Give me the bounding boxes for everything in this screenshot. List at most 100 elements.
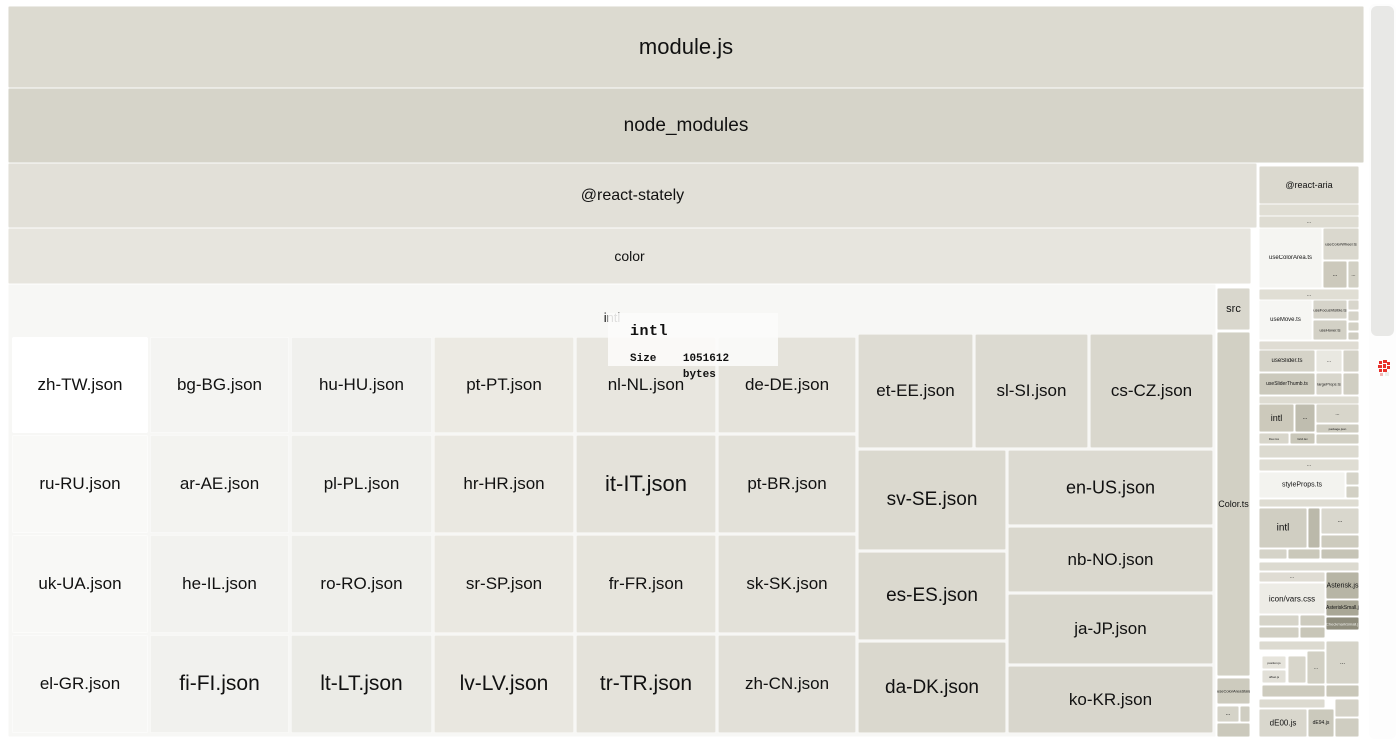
treemap-node-react-stately[interactable]: @react-stately xyxy=(8,163,1257,228)
treemap-leaf-ru-ru[interactable]: ru-RU.json xyxy=(12,435,148,533)
treemap-leaf-aria-group-sep-2[interactable] xyxy=(1259,341,1359,350)
treemap-leaf-ko-kr[interactable]: ko-KR.json xyxy=(1008,666,1213,733)
treemap-leaf-aria-misc-1[interactable]: ... xyxy=(1323,261,1347,288)
treemap-leaf-nb-no[interactable]: nb-NO.json xyxy=(1008,527,1213,592)
treemap-leaf-aria-panel-3[interactable]: ... xyxy=(1321,508,1359,534)
treemap-leaf-aria-intl-2-inner[interactable] xyxy=(1308,508,1320,548)
treemap-leaf-aria-panel-4[interactable] xyxy=(1321,535,1359,548)
alert-marker-icon[interactable] xyxy=(1377,359,1393,378)
treemap-leaf-aria-misc-14[interactable] xyxy=(1321,549,1359,559)
vertical-scrollbar-thumb[interactable] xyxy=(1371,6,1394,336)
treemap-leaf-da-dk[interactable]: da-DK.json xyxy=(858,642,1006,733)
treemap-leaf-zh-cn[interactable]: zh-CN.json xyxy=(718,635,856,733)
treemap-leaf-pt-pt[interactable]: pt-PT.json xyxy=(434,337,574,433)
treemap-leaf-asterisk-js[interactable]: Asterisk.js xyxy=(1326,572,1359,599)
treemap-leaf-aria-intl-2[interactable]: intl xyxy=(1259,508,1307,548)
treemap-leaf-use-focus-visible[interactable]: useFocusVisible.ts xyxy=(1313,300,1347,319)
treemap-leaf-use-color-area-state[interactable]: useColorAreaState.ts xyxy=(1217,678,1250,704)
treemap-node-src[interactable]: src xyxy=(1217,288,1250,330)
treemap-leaf-aria-misc-12[interactable] xyxy=(1259,549,1287,559)
treemap-node-node-modules[interactable]: node_modules xyxy=(8,88,1364,163)
treemap-leaf-use-hover[interactable]: useHover.ts xyxy=(1313,320,1347,340)
treemap-leaf-grid-tsx[interactable]: Grid.tsx xyxy=(1290,433,1315,444)
treemap-node-react-aria-sub[interactable] xyxy=(1259,204,1359,216)
treemap-leaf-aria-intl-1[interactable]: intl xyxy=(1259,404,1294,432)
treemap-leaf-aria-misc-4[interactable] xyxy=(1348,311,1359,321)
treemap-node-react-aria-sub2[interactable]: ... xyxy=(1259,216,1359,228)
treemap-leaf-aria-group-sep-6[interactable] xyxy=(1259,499,1359,507)
treemap-leaf-use-slider[interactable]: useSlider.ts xyxy=(1259,350,1315,372)
treemap-leaf-aria-group-sep-1[interactable]: ... xyxy=(1259,289,1359,300)
treemap-leaf-hr-hr[interactable]: hr-HR.json xyxy=(434,435,574,533)
treemap-leaf-lv-lv[interactable]: lv-LV.json xyxy=(434,635,574,733)
treemap-leaf-aria-panel-1[interactable]: ... xyxy=(1316,350,1342,372)
treemap-leaf-package-json[interactable]: package.json xyxy=(1316,424,1359,433)
treemap-leaf-fi-fi[interactable]: fi-FI.json xyxy=(150,635,289,733)
treemap-leaf-use-color-wheel[interactable]: useColorWheel.ts xyxy=(1323,228,1359,260)
treemap-leaf-lower-misc-4[interactable] xyxy=(1262,685,1325,697)
treemap-leaf-de-group-hdr[interactable] xyxy=(1259,699,1325,708)
treemap-leaf-pl-pl[interactable]: pl-PL.json xyxy=(291,435,432,533)
treemap-leaf-ja-jp[interactable]: ja-JP.json xyxy=(1008,594,1213,664)
treemap-leaf-lower-group-hdr[interactable] xyxy=(1259,641,1325,650)
treemap-leaf-ar-ae[interactable]: ar-AE.json xyxy=(150,435,289,533)
treemap-leaf-icon-group-sub[interactable]: ... xyxy=(1259,572,1325,582)
treemap-leaf-cs-cz[interactable]: cs-CZ.json xyxy=(1090,334,1213,448)
treemap-leaf-uk-ua[interactable]: uk-UA.json xyxy=(12,535,148,633)
treemap-leaf-lower-misc-2[interactable]: ... xyxy=(1307,651,1325,684)
treemap-leaf-aria-misc-13[interactable] xyxy=(1288,549,1320,559)
treemap-leaf-nl-nl[interactable]: nl-NL.json xyxy=(576,337,716,433)
treemap-leaf-sl-si[interactable]: sl-SI.json xyxy=(975,334,1088,448)
treemap-leaf-position-js[interactable]: position.js xyxy=(1262,656,1286,669)
treemap-leaf-aria-misc-8[interactable] xyxy=(1343,373,1359,395)
treemap-leaf-icon-misc-4[interactable] xyxy=(1300,627,1325,638)
treemap-leaf-ro-ro[interactable]: ro-RO.json xyxy=(291,535,432,633)
treemap-leaf-src-misc-1[interactable]: ... xyxy=(1217,706,1239,722)
treemap-leaf-de-misc-1[interactable] xyxy=(1335,699,1359,717)
treemap-node-color[interactable]: color xyxy=(8,228,1251,284)
treemap-leaf-aria-misc-5[interactable] xyxy=(1348,322,1359,331)
treemap-leaf-sv-se[interactable]: sv-SE.json xyxy=(858,450,1006,550)
treemap-leaf-checkmark-small-js[interactable]: CheckmarkSmall.js xyxy=(1326,617,1359,630)
treemap-leaf-offset-js[interactable]: offset.js xyxy=(1262,670,1286,683)
treemap-leaf-aria-misc-10[interactable] xyxy=(1346,472,1359,485)
treemap-leaf-en-us[interactable]: en-US.json xyxy=(1008,450,1213,525)
treemap-leaf-aria-misc-2[interactable]: ... xyxy=(1348,261,1359,288)
treemap-leaf-lower-misc-1[interactable] xyxy=(1288,656,1306,683)
treemap-leaf-fr-fr[interactable]: fr-FR.json xyxy=(576,535,716,633)
treemap-leaf-de94-js[interactable]: dE94.js xyxy=(1308,709,1334,737)
treemap-leaf-lower-misc-5[interactable] xyxy=(1326,685,1359,697)
treemap-leaf-lower-misc-3[interactable]: ... xyxy=(1326,641,1359,684)
treemap-leaf-de-de[interactable]: de-DE.json xyxy=(718,337,856,433)
treemap-node-module-js[interactable]: module.js xyxy=(8,6,1364,88)
treemap-leaf-lt-lt[interactable]: lt-LT.json xyxy=(291,635,432,733)
treemap-leaf-style-props[interactable]: styleProps.ts xyxy=(1259,472,1345,498)
treemap-leaf-icon-group-hdr[interactable] xyxy=(1259,562,1359,571)
treemap-leaf-aria-misc-3[interactable] xyxy=(1348,300,1359,310)
treemap-leaf-sk-sk[interactable]: sk-SK.json xyxy=(718,535,856,633)
treemap-leaf-use-move[interactable]: useMove.ts xyxy=(1259,300,1312,340)
treemap-leaf-aria-misc-6[interactable] xyxy=(1348,332,1359,340)
treemap-leaf-aria-group-sep-5[interactable]: ... xyxy=(1259,459,1359,471)
treemap-leaf-aria-panel-2[interactable]: ... xyxy=(1316,404,1359,423)
treemap-leaf-tr-tr[interactable]: tr-TR.json xyxy=(576,635,716,733)
treemap-leaf-large-props[interactable]: largeProps.ts xyxy=(1316,373,1342,395)
treemap-node-react-aria[interactable]: @react-aria xyxy=(1259,166,1359,204)
treemap-leaf-asterisk-small-js[interactable]: AsteriskSmall.js xyxy=(1326,600,1359,616)
treemap-leaf-es-es[interactable]: es-ES.json xyxy=(858,552,1006,640)
treemap-leaf-src-misc-2[interactable] xyxy=(1240,706,1250,722)
treemap-leaf-sr-sp[interactable]: sr-SP.json xyxy=(434,535,574,633)
treemap-leaf-aria-intl-inner[interactable]: ... xyxy=(1295,404,1315,432)
treemap-leaf-bg-bg[interactable]: bg-BG.json xyxy=(150,337,289,433)
treemap-leaf-aria-group-sep-3[interactable] xyxy=(1259,396,1359,404)
treemap-leaf-aria-group-sep-4[interactable] xyxy=(1259,445,1359,458)
treemap-leaf-use-color-area[interactable]: useColorArea.ts xyxy=(1259,228,1322,288)
treemap-leaf-aria-misc-9[interactable] xyxy=(1316,434,1359,444)
treemap-leaf-aria-misc-7[interactable] xyxy=(1343,350,1359,372)
treemap-leaf-use-slider-thumb[interactable]: useSliderThumb.ts xyxy=(1259,373,1315,395)
treemap-leaf-icon-misc-3[interactable] xyxy=(1300,615,1325,626)
treemap-leaf-color-ts[interactable]: Color.ts xyxy=(1217,332,1250,676)
treemap-leaf-icon-misc-1[interactable] xyxy=(1259,615,1299,626)
treemap-leaf-icon-vars-css[interactable]: icon/vars.css xyxy=(1259,583,1325,614)
treemap-leaf-el-gr[interactable]: el-GR.json xyxy=(12,635,148,733)
